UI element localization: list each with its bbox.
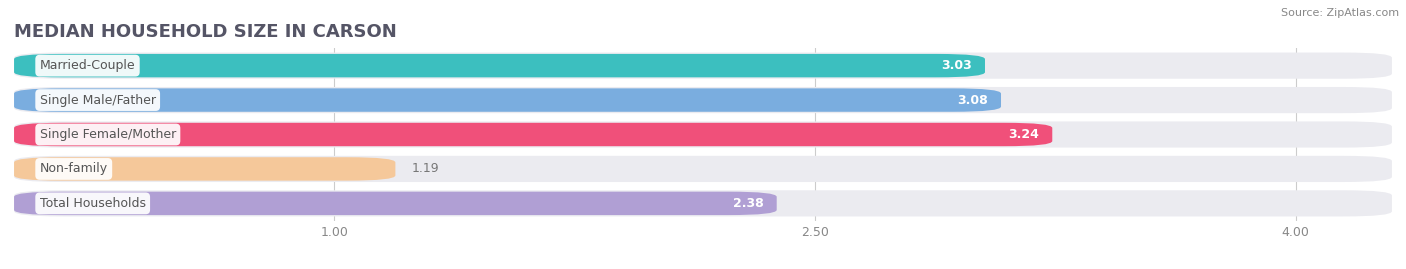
Text: Single Female/Mother: Single Female/Mother <box>39 128 176 141</box>
FancyBboxPatch shape <box>14 192 776 215</box>
FancyBboxPatch shape <box>14 190 1392 217</box>
Text: 3.08: 3.08 <box>957 94 988 107</box>
FancyBboxPatch shape <box>14 121 1392 148</box>
Text: Non-family: Non-family <box>39 162 108 175</box>
FancyBboxPatch shape <box>14 54 986 77</box>
Text: 2.38: 2.38 <box>733 197 763 210</box>
FancyBboxPatch shape <box>14 52 1392 79</box>
Text: 3.24: 3.24 <box>1008 128 1039 141</box>
Text: Total Households: Total Households <box>39 197 146 210</box>
FancyBboxPatch shape <box>14 123 1052 146</box>
Text: MEDIAN HOUSEHOLD SIZE IN CARSON: MEDIAN HOUSEHOLD SIZE IN CARSON <box>14 23 396 41</box>
FancyBboxPatch shape <box>14 156 1392 182</box>
FancyBboxPatch shape <box>14 88 1001 112</box>
Text: Source: ZipAtlas.com: Source: ZipAtlas.com <box>1281 8 1399 18</box>
Text: Married-Couple: Married-Couple <box>39 59 135 72</box>
Text: 1.19: 1.19 <box>412 162 439 175</box>
Text: Single Male/Father: Single Male/Father <box>39 94 156 107</box>
FancyBboxPatch shape <box>14 157 395 181</box>
Text: 3.03: 3.03 <box>942 59 972 72</box>
FancyBboxPatch shape <box>14 87 1392 113</box>
